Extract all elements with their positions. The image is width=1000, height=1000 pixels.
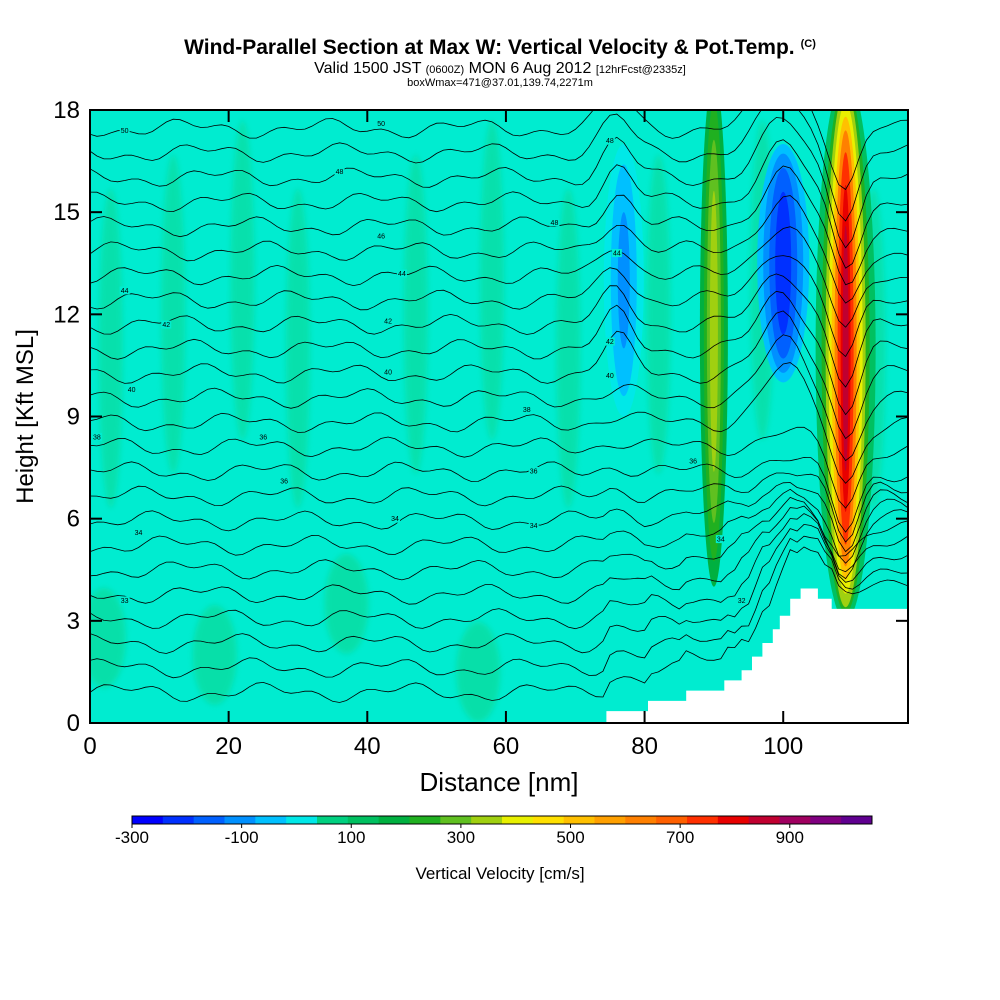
cross-section-chart: 50504848484644444442 42424040403838 363636… bbox=[0, 0, 1000, 1000]
colorbar-swatch bbox=[841, 816, 872, 824]
x-tick-label: 80 bbox=[631, 733, 658, 760]
theta-label: 36 bbox=[280, 479, 288, 486]
colorbar-swatch bbox=[410, 816, 441, 824]
x-tick-label: 0 bbox=[83, 733, 96, 760]
low-level-patch bbox=[324, 554, 368, 654]
theta-label: 48 bbox=[336, 169, 344, 176]
theta-label: 34 bbox=[135, 530, 143, 537]
colorbar-tick-label: 300 bbox=[447, 828, 475, 847]
theta-label: 40 bbox=[128, 387, 136, 394]
velocity-contour-band bbox=[775, 192, 791, 335]
theta-label: 36 bbox=[259, 434, 267, 441]
colorbar-swatch bbox=[810, 816, 841, 824]
weak-updraft-streak bbox=[286, 188, 310, 508]
y-tick-label: 18 bbox=[53, 97, 80, 124]
x-tick-label: 40 bbox=[354, 733, 381, 760]
colorbar-swatch bbox=[533, 816, 564, 824]
theta-label: 42 bbox=[606, 339, 614, 346]
theta-label: 44 bbox=[121, 288, 129, 295]
theta-label: 50 bbox=[121, 128, 129, 135]
colorbar-swatch bbox=[317, 816, 348, 824]
colorbar-swatch bbox=[780, 816, 811, 824]
colorbar-swatch bbox=[379, 816, 410, 824]
colorbar-swatch bbox=[163, 816, 194, 824]
theta-label: 34 bbox=[391, 516, 399, 523]
weak-updraft-streak bbox=[556, 188, 580, 508]
colorbar-swatch bbox=[132, 816, 163, 824]
velocity-contour-band bbox=[710, 191, 718, 472]
theta-label: 48 bbox=[551, 220, 559, 227]
weak-updraft-streak bbox=[231, 120, 255, 440]
theta-label: 34 bbox=[530, 523, 538, 530]
theta-label: 48 bbox=[606, 138, 614, 145]
theta-label: 40 bbox=[384, 370, 392, 377]
colorbar-swatch bbox=[749, 816, 780, 824]
colorbar-swatch bbox=[656, 816, 687, 824]
y-tick-label: 9 bbox=[67, 404, 80, 431]
weak-updraft-streak bbox=[161, 154, 185, 474]
y-tick-label: 3 bbox=[67, 608, 80, 635]
theta-label: 34 bbox=[717, 537, 725, 544]
weak-updraft-streak bbox=[404, 154, 428, 474]
theta-label: 44 bbox=[613, 251, 621, 258]
y-tick-label: 15 bbox=[53, 199, 80, 226]
colorbar-swatch bbox=[502, 816, 533, 824]
colorbar-tick-label: 700 bbox=[666, 828, 694, 847]
colorbar-swatch bbox=[595, 816, 626, 824]
y-tick-label: 0 bbox=[67, 710, 80, 737]
colorbar-tick-label: 100 bbox=[337, 828, 365, 847]
y-tick-label: 6 bbox=[67, 506, 80, 533]
theta-label: 42 bbox=[162, 322, 170, 329]
theta-label: 33 bbox=[121, 598, 129, 605]
weak-updraft-streak bbox=[99, 188, 123, 508]
theta-label: 32 bbox=[738, 598, 746, 605]
colorbar-swatch bbox=[564, 816, 595, 824]
x-tick-label: 60 bbox=[493, 733, 520, 760]
theta-label: 36 bbox=[689, 458, 697, 465]
x-tick-label: 100 bbox=[763, 733, 803, 760]
velocity-contour-band bbox=[618, 212, 630, 348]
colorbar-tick-label: -300 bbox=[115, 828, 149, 847]
theta-label: 46 bbox=[377, 234, 385, 241]
colorbar-swatch bbox=[625, 816, 656, 824]
theta-label: 36 bbox=[530, 468, 538, 475]
weak-updraft-streak bbox=[646, 154, 670, 474]
y-axis-label: Height [Kft MSL] bbox=[12, 329, 39, 504]
low-level-patch bbox=[82, 588, 126, 688]
x-tick-label: 20 bbox=[215, 733, 242, 760]
colorbar: -300 -100 100 300 500 700 900 bbox=[115, 816, 873, 847]
colorbar-swatch bbox=[255, 816, 286, 824]
theta-label: 38 bbox=[523, 407, 531, 414]
colorbar-swatch bbox=[471, 816, 502, 824]
colorbar-swatch bbox=[440, 816, 471, 824]
colorbar-swatch bbox=[718, 816, 749, 824]
y-tick-label: 12 bbox=[53, 301, 80, 328]
colorbar-tick-label: 900 bbox=[776, 828, 804, 847]
colorbar-tick-label: -100 bbox=[225, 828, 259, 847]
colorbar-swatch bbox=[225, 816, 256, 824]
theta-label: 40 bbox=[606, 373, 614, 380]
theta-label: 44 bbox=[398, 271, 406, 278]
colorbar-tick-label: 500 bbox=[556, 828, 584, 847]
colorbar-swatch bbox=[194, 816, 225, 824]
theta-label: 50 bbox=[377, 121, 385, 128]
theta-label: 38 bbox=[93, 434, 101, 441]
colorbar-swatch bbox=[348, 816, 379, 824]
colorbar-swatch bbox=[286, 816, 317, 824]
low-level-patch bbox=[193, 605, 237, 705]
theta-label: 42 bbox=[384, 319, 392, 326]
x-axis-label: Distance [nm] bbox=[420, 767, 579, 797]
colorbar-swatch bbox=[687, 816, 718, 824]
colorbar-label: Vertical Velocity [cm/s] bbox=[0, 864, 1000, 884]
